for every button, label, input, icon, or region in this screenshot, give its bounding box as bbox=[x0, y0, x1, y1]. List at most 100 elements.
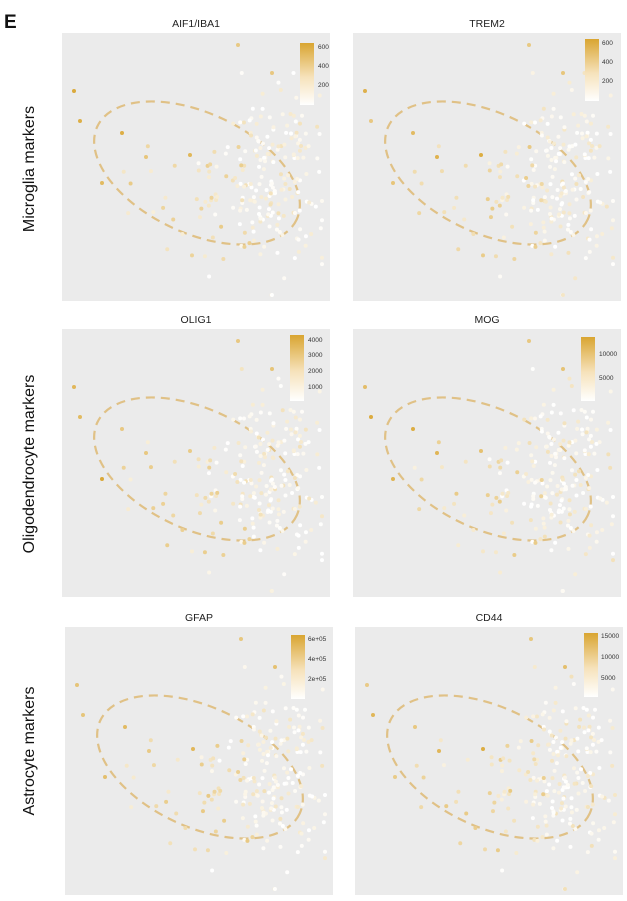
scatter-point bbox=[283, 197, 288, 202]
scatter-point bbox=[254, 431, 259, 436]
scatter-point bbox=[393, 775, 397, 779]
scatter-point bbox=[282, 176, 287, 181]
scatter-point bbox=[600, 231, 605, 236]
scatter-point bbox=[529, 181, 534, 186]
scatter-point bbox=[231, 121, 236, 126]
scatter-point bbox=[276, 211, 281, 216]
scatter-point bbox=[552, 141, 557, 146]
scatter-point bbox=[237, 222, 242, 227]
scatter-point bbox=[545, 431, 550, 436]
scatter-point bbox=[588, 750, 593, 755]
scatter-point bbox=[553, 685, 558, 690]
scatter-point bbox=[225, 145, 230, 150]
scatter-point bbox=[199, 755, 204, 760]
scatter-point bbox=[207, 570, 212, 575]
scatter-point bbox=[317, 169, 322, 174]
scatter-point bbox=[596, 725, 601, 730]
scatter-point bbox=[524, 471, 529, 476]
scatter-point bbox=[527, 339, 531, 343]
scatter-point bbox=[557, 781, 562, 786]
scatter-point bbox=[288, 111, 293, 116]
scatter-point bbox=[606, 452, 611, 457]
scatter-point bbox=[547, 507, 552, 512]
scatter-point bbox=[241, 416, 246, 421]
scatter-point bbox=[253, 814, 258, 819]
scatter-point bbox=[551, 810, 556, 815]
cluster-ellipse bbox=[96, 694, 304, 840]
scatter-point bbox=[556, 447, 561, 452]
scatter-point bbox=[207, 169, 212, 174]
scatter-point bbox=[437, 749, 441, 753]
scatter-point bbox=[251, 195, 256, 200]
scatter-point bbox=[569, 796, 574, 801]
scatter-point bbox=[533, 792, 538, 797]
scatter-point bbox=[190, 253, 194, 258]
scatter-svg bbox=[365, 637, 617, 891]
scatter-point bbox=[224, 470, 229, 475]
scatter-point bbox=[497, 203, 502, 208]
scatter-point bbox=[297, 504, 302, 509]
scatter-point bbox=[566, 443, 571, 448]
scatter-plot-olig1: 4000 3000 2000 1000 bbox=[62, 329, 330, 597]
scatter-point bbox=[258, 454, 263, 459]
scatter-point bbox=[306, 739, 311, 744]
scatter-point bbox=[606, 420, 611, 425]
scatter-point bbox=[296, 486, 301, 491]
scatter-point bbox=[278, 816, 283, 821]
scatter-point bbox=[436, 144, 441, 149]
scatter-point bbox=[578, 717, 583, 722]
scatter-point bbox=[518, 739, 523, 744]
scatter-point bbox=[549, 515, 554, 520]
scatter-point bbox=[274, 227, 279, 232]
scatter-point bbox=[569, 810, 574, 815]
scatter-point bbox=[590, 731, 595, 736]
scatter-point bbox=[299, 843, 304, 848]
scatter-point bbox=[285, 123, 290, 128]
scatter-point bbox=[574, 807, 579, 812]
scatter-point bbox=[310, 794, 315, 799]
scatter-point bbox=[524, 799, 529, 804]
scatter-point bbox=[498, 465, 503, 470]
scatter-point bbox=[287, 724, 292, 729]
scatter-point bbox=[262, 244, 267, 249]
scatter-point bbox=[284, 807, 289, 812]
scatter-point bbox=[542, 195, 547, 200]
scatter-point bbox=[573, 826, 578, 831]
scatter-point bbox=[454, 195, 459, 200]
scatter-point bbox=[521, 474, 526, 479]
scatter-point bbox=[297, 724, 302, 729]
scatter-point bbox=[190, 549, 194, 554]
scatter-point bbox=[262, 789, 267, 794]
scatter-point bbox=[574, 451, 579, 456]
scatter-point bbox=[238, 181, 243, 186]
scatter-point bbox=[541, 775, 546, 780]
scatter-point bbox=[239, 71, 244, 75]
scatter-point bbox=[286, 776, 291, 781]
scatter-point bbox=[299, 735, 304, 740]
scatter-point bbox=[497, 175, 502, 180]
scatter-point bbox=[288, 767, 293, 772]
scatter-point bbox=[256, 742, 261, 747]
scatter-point bbox=[262, 540, 267, 545]
scatter-point bbox=[548, 478, 553, 483]
scatter-point bbox=[313, 500, 318, 505]
scatter-point bbox=[559, 191, 564, 196]
color-legend bbox=[290, 335, 304, 401]
scatter-point bbox=[512, 818, 517, 823]
scatter-point bbox=[246, 743, 251, 748]
scatter-point bbox=[526, 479, 531, 484]
scatter-point bbox=[202, 550, 207, 555]
scatter-point bbox=[260, 106, 265, 111]
scatter-point bbox=[238, 504, 243, 509]
scatter-point bbox=[267, 781, 272, 786]
scatter-point bbox=[363, 385, 367, 389]
scatter-point bbox=[573, 276, 578, 281]
scatter-point bbox=[269, 477, 274, 482]
scatter-point bbox=[282, 142, 287, 147]
scatter-point bbox=[296, 533, 301, 538]
scatter-point bbox=[175, 757, 180, 762]
scatter-point bbox=[247, 537, 252, 542]
scatter-point bbox=[587, 437, 592, 442]
scatter-point bbox=[503, 445, 508, 450]
scatter-point bbox=[166, 789, 171, 794]
